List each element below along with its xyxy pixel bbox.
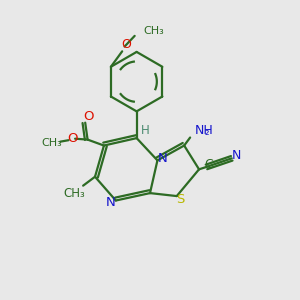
Text: CH₃: CH₃ <box>143 26 164 36</box>
Text: H: H <box>141 124 150 137</box>
Text: CH₃: CH₃ <box>42 138 63 148</box>
Text: ₂: ₂ <box>205 127 209 136</box>
Text: O: O <box>83 110 94 123</box>
Text: O: O <box>67 132 77 145</box>
Text: N: N <box>232 149 241 162</box>
Text: N: N <box>158 152 167 165</box>
Text: CH₃: CH₃ <box>63 187 85 200</box>
Text: N: N <box>106 196 115 208</box>
Text: O: O <box>121 38 131 51</box>
Text: C: C <box>205 158 213 171</box>
Text: NH: NH <box>195 124 213 136</box>
Text: S: S <box>176 194 184 206</box>
